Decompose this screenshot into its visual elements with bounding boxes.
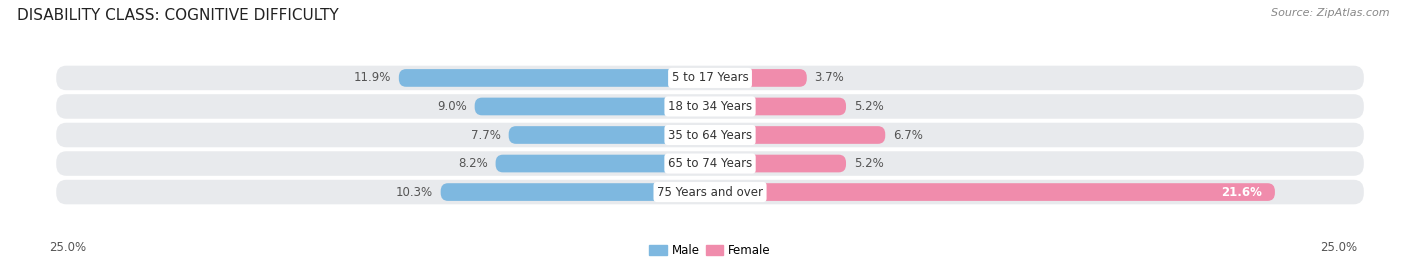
FancyBboxPatch shape: [56, 94, 1364, 119]
Text: Source: ZipAtlas.com: Source: ZipAtlas.com: [1271, 8, 1389, 18]
FancyBboxPatch shape: [710, 98, 846, 115]
Text: DISABILITY CLASS: COGNITIVE DIFFICULTY: DISABILITY CLASS: COGNITIVE DIFFICULTY: [17, 8, 339, 23]
FancyBboxPatch shape: [710, 183, 1275, 201]
Text: 25.0%: 25.0%: [1320, 241, 1357, 254]
Text: 8.2%: 8.2%: [458, 157, 488, 170]
Legend: Male, Female: Male, Female: [644, 240, 776, 262]
FancyBboxPatch shape: [710, 69, 807, 87]
FancyBboxPatch shape: [495, 155, 710, 172]
Text: 18 to 34 Years: 18 to 34 Years: [668, 100, 752, 113]
FancyBboxPatch shape: [710, 126, 886, 144]
Text: 5 to 17 Years: 5 to 17 Years: [672, 72, 748, 85]
FancyBboxPatch shape: [56, 66, 1364, 90]
Text: 65 to 74 Years: 65 to 74 Years: [668, 157, 752, 170]
Text: 75 Years and over: 75 Years and over: [657, 185, 763, 198]
Text: 3.7%: 3.7%: [814, 72, 845, 85]
FancyBboxPatch shape: [56, 151, 1364, 176]
Text: 5.2%: 5.2%: [853, 100, 883, 113]
Text: 25.0%: 25.0%: [49, 241, 86, 254]
Text: 21.6%: 21.6%: [1220, 185, 1261, 198]
Text: 35 to 64 Years: 35 to 64 Years: [668, 129, 752, 141]
Text: 11.9%: 11.9%: [353, 72, 391, 85]
FancyBboxPatch shape: [399, 69, 710, 87]
Text: 7.7%: 7.7%: [471, 129, 501, 141]
FancyBboxPatch shape: [475, 98, 710, 115]
Text: 6.7%: 6.7%: [893, 129, 922, 141]
Text: 5.2%: 5.2%: [853, 157, 883, 170]
Text: 10.3%: 10.3%: [395, 185, 433, 198]
Text: 9.0%: 9.0%: [437, 100, 467, 113]
FancyBboxPatch shape: [440, 183, 710, 201]
FancyBboxPatch shape: [710, 155, 846, 172]
FancyBboxPatch shape: [509, 126, 710, 144]
FancyBboxPatch shape: [56, 180, 1364, 204]
FancyBboxPatch shape: [56, 123, 1364, 147]
